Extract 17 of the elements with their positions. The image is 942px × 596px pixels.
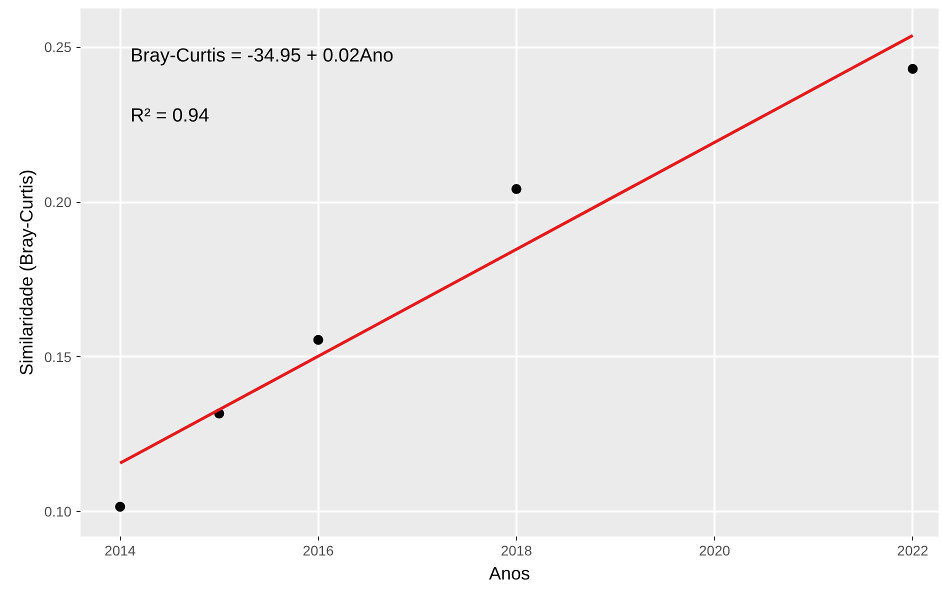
y-tick-label: 0.25: [44, 39, 72, 56]
point: [511, 184, 522, 194]
y-tick-label: 0.10: [44, 504, 72, 520]
x-tick-label: 2016: [302, 542, 334, 558]
x-tick-label: 2018: [500, 542, 532, 558]
annotation: R² = 0.94: [130, 106, 210, 126]
y-axis-title: Similaridade (Bray-Curtis): [16, 169, 36, 376]
x-tick-label: 2022: [897, 542, 929, 558]
point: [115, 502, 126, 512]
y-tick-label: 0.15: [44, 348, 72, 365]
annotation: Bray-Curtis = -34.95 + 0.02Ano: [130, 46, 394, 66]
x-tick-label: 2020: [699, 542, 730, 558]
y-tick-label: 0.20: [44, 194, 72, 210]
point: [313, 334, 324, 345]
x-axis-title: Anos: [488, 564, 530, 584]
point: [908, 64, 918, 74]
x-tick-label: 2014: [104, 542, 136, 558]
